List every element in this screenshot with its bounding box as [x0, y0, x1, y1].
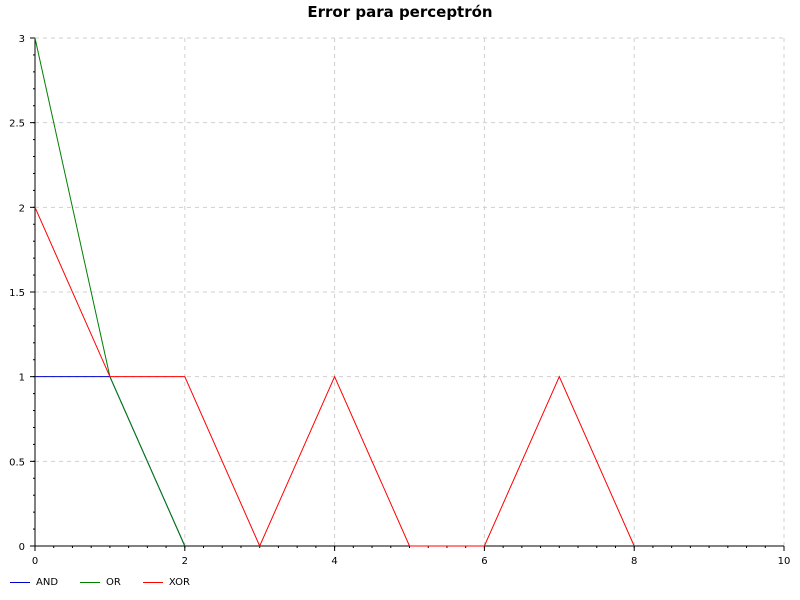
- legend-item-or: OR: [80, 577, 121, 588]
- series-lines: [34, 37, 635, 548]
- x-tick-label: 8: [631, 556, 637, 567]
- legend-label: XOR: [168, 577, 190, 588]
- chart-title: Error para perceptrón: [307, 3, 493, 21]
- legend-swatch: [80, 582, 101, 583]
- legend-swatch: [142, 582, 163, 583]
- series-line-xor: [34, 207, 635, 548]
- x-tick-label: 10: [778, 556, 791, 567]
- x-tick-label: 0: [32, 556, 38, 567]
- x-tick-label: 4: [331, 556, 337, 567]
- y-tick-label: 0: [19, 542, 25, 553]
- x-tick-label: 6: [481, 556, 487, 567]
- grid: [35, 37, 785, 546]
- y-tick-label: 0.5: [9, 457, 25, 468]
- y-tick-label: 3: [19, 34, 25, 45]
- axes: 0 2 4 6 8 10 0 0.5 1 1.5 2 2.5 3: [9, 34, 790, 567]
- x-tick-label: 2: [182, 556, 188, 567]
- legend-label: AND: [36, 577, 59, 588]
- legend-swatch: [10, 582, 30, 583]
- legend-item-xor: XOR: [142, 577, 190, 588]
- y-tick-label: 2.5: [9, 119, 25, 130]
- y-tick-label: 1: [19, 373, 25, 384]
- legend-item-and: AND: [10, 577, 58, 588]
- legend-label: OR: [106, 577, 121, 588]
- legend: AND OR XOR: [10, 577, 212, 588]
- y-tick-label: 2: [19, 203, 25, 214]
- y-tick-label: 1.5: [9, 288, 25, 299]
